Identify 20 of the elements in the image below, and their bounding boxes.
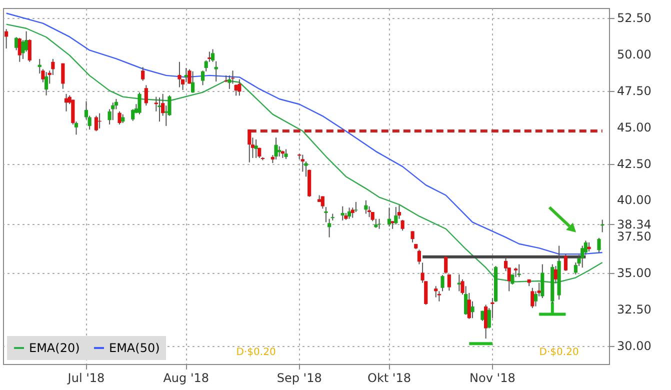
y-tick-label: 52.50 — [617, 11, 652, 26]
legend-label: EMA(20) — [29, 341, 80, 355]
y-tick-label: 42.50 — [617, 156, 652, 171]
x-tick-label: Jul '18 — [66, 371, 105, 385]
y-tick-label: 30.00 — [617, 338, 652, 353]
y-tick-label: 50.00 — [617, 48, 652, 62]
legend-label: EMA(50) — [109, 341, 160, 355]
y-tick-label: 47.50 — [617, 84, 652, 98]
x-tick-label: Aug '18 — [163, 371, 210, 385]
annotation: D·$0.20 — [539, 347, 579, 358]
x-tick-label: Nov '18 — [470, 371, 516, 385]
y-tick-label: 45.00 — [617, 120, 652, 134]
y-tick-label: 32.50 — [617, 302, 652, 316]
annotation: D·$0.20 — [236, 347, 276, 358]
y-tick-label: 40.00 — [617, 193, 652, 208]
x-tick-label: Okt '18 — [368, 371, 411, 385]
y-tick-label: 37.50 — [617, 230, 652, 244]
y-tick-label: 38.34 — [617, 217, 652, 232]
x-tick-label: Sep '18 — [276, 371, 322, 385]
y-tick-label: 35.00 — [617, 266, 652, 280]
